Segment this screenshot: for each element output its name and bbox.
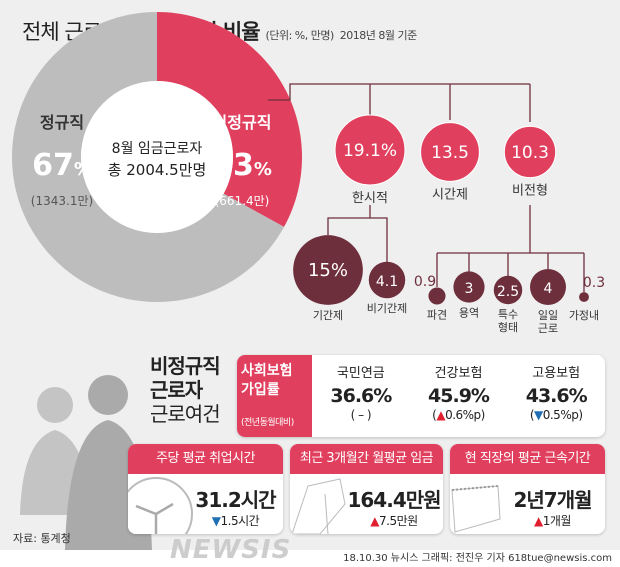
- insurance-value: 43.6%: [525, 385, 588, 407]
- bubble-label: 용역: [459, 307, 479, 320]
- hours-card: 주당 평균 취업시간 31.2시간 ▼1.5시간: [128, 444, 283, 534]
- clock-icon: [128, 477, 193, 534]
- bubble-특수 형태: [493, 275, 523, 305]
- insurance-change: 0.5%p: [542, 408, 579, 422]
- bubble-label: 기간제: [313, 309, 343, 322]
- up-arrow-icon: ▲: [436, 408, 446, 422]
- bubble-기간제: [293, 235, 363, 305]
- bubble-시간제: [420, 122, 480, 182]
- bubble-용역: [453, 271, 485, 303]
- bubble-label: 비전형: [512, 184, 548, 199]
- bubble-가정내: [579, 292, 589, 302]
- pie-slice-nonregular: [157, 12, 302, 227]
- center-label: 8월 임금근로자: [112, 141, 203, 157]
- insurance-item: 건강보험 45.9% (▲0.6%p): [410, 355, 508, 437]
- calendar-icon: [451, 485, 501, 533]
- bubble-value: 15%: [308, 260, 348, 281]
- down-arrow-icon: ▼: [211, 514, 221, 528]
- bubble-label: 일일: [538, 308, 558, 322]
- insurance-label-2: 가입률: [241, 382, 280, 398]
- bubble-label: 한시적: [352, 191, 388, 206]
- insurance-label-1: 사회보험: [241, 363, 293, 379]
- footer-credit: 18.10.30 뉴시스 그래픽: 전진우 기자 618tue@newsis.c…: [320, 550, 620, 567]
- date-label: 2018년 8월 기준: [339, 29, 417, 42]
- slice-label: 정규직: [40, 113, 84, 132]
- bubble-label: 비기간제: [367, 302, 407, 315]
- insurance-name: 국민연금: [336, 366, 385, 381]
- wage-card: 최근 3개월간 월평균 임금 164.4만원 ▲7.5만원: [290, 444, 443, 534]
- bubble-일일 근로: [530, 269, 566, 305]
- insurance-value: 36.6%: [330, 385, 392, 407]
- card-change: 1.5시간: [220, 514, 260, 528]
- insurance-name: 건강보험: [434, 366, 483, 381]
- envelope-icon: [291, 478, 346, 534]
- slice-count: (1343.1만): [31, 194, 93, 208]
- side-title-2: 근로자: [150, 378, 203, 402]
- bubble-value: 0.9: [414, 274, 436, 290]
- bubble-한시적: [334, 114, 406, 186]
- up-arrow-icon: ▲: [370, 514, 380, 528]
- bubble-비전형: [503, 125, 557, 179]
- slice-pct: 67%: [32, 148, 92, 183]
- bubble-value: 0.3: [583, 275, 605, 291]
- section-title: 비정규직 근로자 근로여건: [150, 354, 221, 426]
- bubble-value: 13.5: [431, 143, 469, 163]
- connector-line: [268, 83, 531, 122]
- bubble-label: 파견: [427, 309, 447, 322]
- card-header: 주당 평균 취업시간: [128, 444, 283, 474]
- up-arrow-icon: ▲: [534, 514, 543, 528]
- bubble-value: 4.1: [376, 274, 398, 290]
- bubble-비기간제: [368, 261, 406, 299]
- card-value: 2년7개월: [513, 488, 592, 512]
- bubble-value: 3: [465, 281, 474, 297]
- bubble-value: 10.3: [511, 143, 549, 163]
- side-title-1: 비정규직: [150, 354, 221, 378]
- unit-label: (단위: %, 만명): [265, 29, 335, 42]
- bubble-value: 19.1%: [343, 141, 397, 161]
- slice-label: 비정규직: [213, 113, 272, 132]
- bubble-label: 근로: [538, 322, 558, 335]
- insurance-value: 45.9%: [428, 385, 490, 407]
- insurance-change: ( – ): [350, 408, 372, 422]
- watermark: NEWSIS: [170, 535, 292, 565]
- insurance-item: 고용보험 43.6% (▼0.5%p): [507, 355, 605, 437]
- bubble-value: 4: [544, 281, 553, 297]
- bubble-label: 특수: [498, 308, 518, 321]
- insurance-change: 0.6%p: [445, 408, 481, 422]
- card-change: 7.5만원: [379, 514, 418, 528]
- center-total: 총 2004.5만명: [108, 161, 207, 179]
- bubble-label: 시간제: [432, 187, 468, 202]
- insurance-note: (전년동월대비): [241, 418, 294, 428]
- card-header: 현 직장의 평균 근속기간: [450, 444, 605, 474]
- source-label: 자료: 통계청: [13, 532, 71, 545]
- footer-bar: [0, 550, 320, 567]
- card-change: 1개월: [542, 514, 572, 528]
- insurance-name: 고용보험: [532, 366, 581, 381]
- down-arrow-icon: ▼: [534, 408, 543, 422]
- bubble-label: 가정내: [569, 309, 599, 322]
- side-title-3: 근로여건: [150, 402, 221, 426]
- slice-count: (661.4만): [215, 194, 270, 208]
- card-value: 31.2시간: [195, 488, 276, 512]
- insurance-item: 국민연금 36.6%( – ): [312, 355, 410, 437]
- donut-hole: [81, 81, 233, 233]
- tenure-card: 현 직장의 평균 근속기간 2년7개월 ▲1개월: [450, 444, 605, 534]
- bubble-value: 2.5: [497, 284, 519, 300]
- bubble-label: 형태: [498, 321, 518, 334]
- bubble-파견: [428, 287, 446, 305]
- connector-line: [327, 205, 585, 292]
- card-header: 최근 3개월간 월평균 임금: [290, 444, 443, 474]
- pie-slice-regular: [12, 12, 285, 302]
- card-value: 164.4만원: [347, 488, 441, 512]
